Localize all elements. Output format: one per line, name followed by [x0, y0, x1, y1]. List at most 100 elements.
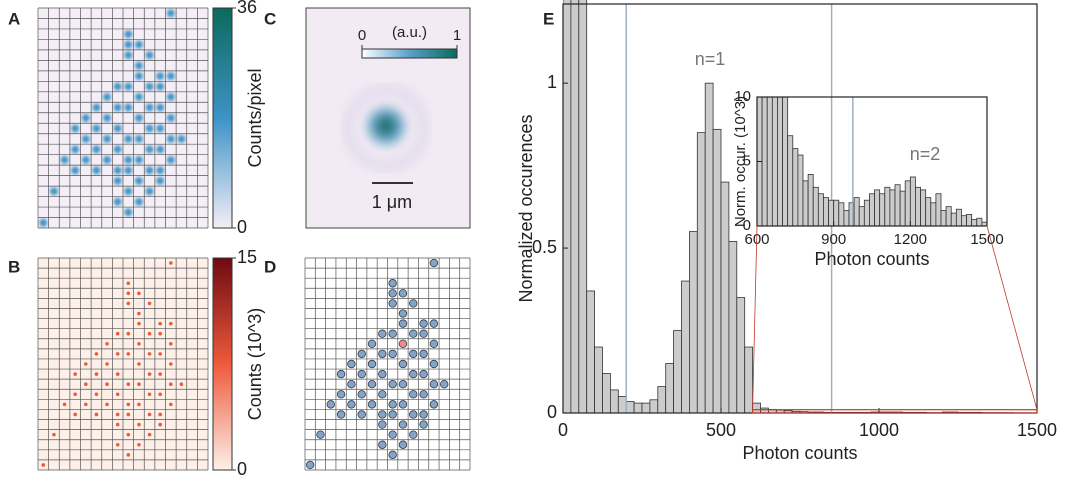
atom-fluorescence: [39, 218, 48, 227]
occupied-site: [419, 319, 428, 328]
atom-counts: [73, 412, 77, 417]
occupied-site: [398, 359, 408, 369]
scale-bar-label: 1 μm: [372, 192, 412, 212]
atom-counts: [126, 301, 131, 306]
occupied-site: [409, 299, 418, 308]
occupied-site: [357, 410, 366, 419]
atom-fluorescence: [71, 145, 80, 154]
atom-counts: [115, 352, 120, 356]
atom-fluorescence: [134, 114, 143, 122]
x-axis-label: Photon counts: [814, 249, 929, 269]
bar: [976, 217, 983, 226]
atom-fluorescence: [166, 155, 175, 164]
colorbar-tick-label: 36: [237, 0, 257, 17]
occupied-site: [388, 299, 397, 308]
atom-fluorescence: [166, 9, 175, 18]
bar: [863, 199, 870, 226]
atom-fluorescence: [113, 124, 122, 133]
atom-fluorescence: [145, 187, 154, 196]
atom-fluorescence: [103, 134, 112, 143]
occupied-site: [357, 390, 366, 399]
atom-counts: [105, 402, 109, 407]
bar: [812, 186, 819, 226]
occupied-site: [367, 379, 377, 389]
zoom-connector: [986, 225, 1038, 410]
bar: [879, 193, 886, 226]
atom-fluorescence: [134, 197, 143, 206]
atom-fluorescence: [145, 145, 154, 154]
bar: [807, 173, 814, 226]
atom-counts: [105, 362, 109, 366]
atom-counts: [126, 412, 131, 417]
occupied-site: [398, 309, 408, 318]
atom-counts: [105, 382, 109, 386]
atom-counts: [179, 382, 184, 386]
colorbar-label: (a.u.): [392, 24, 427, 41]
occupied-site: [429, 339, 439, 349]
atom-fluorescence: [166, 114, 175, 122]
atom-fluorescence: [145, 82, 154, 91]
atom-counts: [169, 382, 173, 386]
bar: [720, 181, 730, 413]
atom-fluorescence: [71, 124, 80, 133]
x-tick-label: 0: [558, 420, 568, 440]
atom-fluorescence: [145, 103, 154, 112]
bar: [920, 189, 927, 226]
colorbar-tick-label: 0: [358, 27, 366, 44]
colorbar-tick-label: 1: [453, 27, 461, 44]
atom-fluorescence: [103, 114, 112, 122]
occupied-site: [388, 289, 397, 298]
bars: [563, 0, 1037, 413]
atom-counts: [137, 342, 141, 346]
y-tick-label: 1: [547, 72, 557, 92]
bar: [945, 206, 952, 226]
bar: [649, 399, 659, 413]
atom-fluorescence: [166, 134, 175, 143]
bar: [766, 97, 773, 226]
bar: [657, 386, 667, 413]
x-tick-label: 1000: [859, 420, 899, 440]
atom-fluorescence: [124, 40, 133, 49]
zoom-connector: [752, 225, 758, 410]
atom-fluorescence: [60, 155, 69, 164]
panel-label: D: [264, 257, 276, 276]
atom-counts: [169, 261, 173, 265]
bar: [802, 180, 809, 226]
occupied-site: [367, 359, 377, 369]
occupied-site: [367, 400, 377, 409]
occupied-site: [336, 369, 346, 379]
atom-counts: [137, 362, 141, 366]
atom-fluorescence: [92, 124, 101, 133]
atom-counts: [137, 382, 141, 386]
atom-fluorescence: [124, 134, 133, 143]
bar: [817, 193, 824, 226]
atom-counts: [137, 402, 141, 407]
atom-counts: [94, 412, 99, 417]
atom-counts: [115, 392, 120, 397]
bar: [761, 97, 768, 226]
y-tick-label: 0: [547, 402, 557, 422]
occupied-site: [388, 349, 397, 359]
atom-fluorescence: [81, 114, 90, 122]
occupied-site: [305, 460, 315, 470]
atom-counts: [169, 402, 173, 407]
atom-counts: [158, 422, 162, 427]
atom-fluorescence: [103, 93, 112, 102]
atom-counts: [137, 442, 141, 447]
bar: [665, 363, 675, 413]
atom-counts: [94, 372, 99, 376]
atom-fluorescence: [134, 72, 143, 81]
atom-fluorescence: [81, 134, 90, 143]
panel-label: E: [543, 9, 554, 28]
occupied-site: [388, 430, 397, 439]
atom-counts: [126, 432, 131, 437]
bar: [602, 373, 611, 413]
y-tick-label: 0.5: [532, 237, 557, 257]
occupied-site: [419, 329, 428, 338]
occupied-site: [398, 319, 408, 328]
atom-fluorescence: [92, 145, 101, 154]
annotation: n=1: [695, 49, 726, 69]
occupied-site: [378, 390, 387, 399]
x-axis-label: Photon counts: [742, 443, 857, 463]
bar: [971, 219, 978, 226]
